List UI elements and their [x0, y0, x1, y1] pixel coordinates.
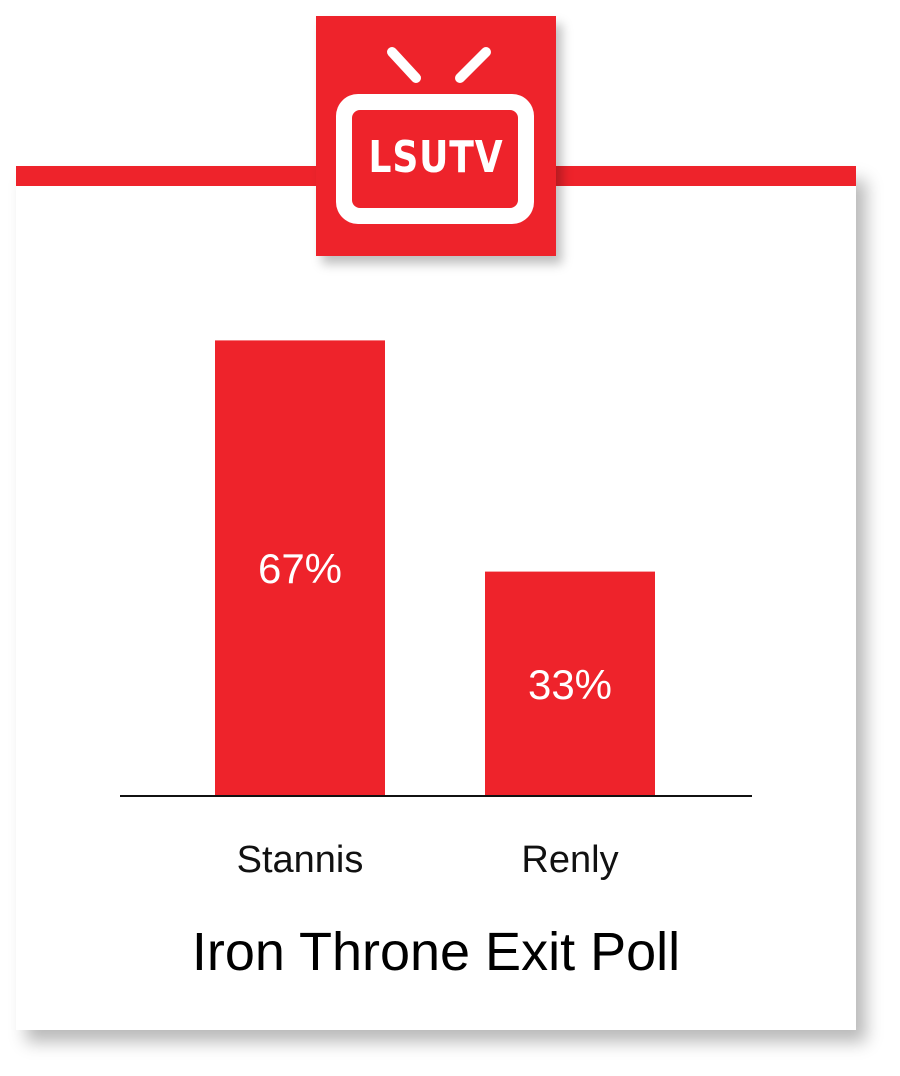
- value-label-stannis: 67%: [258, 545, 342, 592]
- logo-text: LSUTV: [368, 132, 504, 183]
- bar-renly: [485, 571, 655, 796]
- category-label-renly: Renly: [521, 839, 619, 881]
- chart-title: Iron Throne Exit Poll: [191, 922, 681, 982]
- chart-card: [16, 168, 856, 1030]
- value-label-renly: 33%: [528, 661, 612, 708]
- category-label-stannis: Stannis: [236, 839, 364, 881]
- tv-icon: [336, 47, 534, 224]
- lsutv-logo: LSUTV: [316, 16, 556, 256]
- bar-stannis: [215, 340, 385, 796]
